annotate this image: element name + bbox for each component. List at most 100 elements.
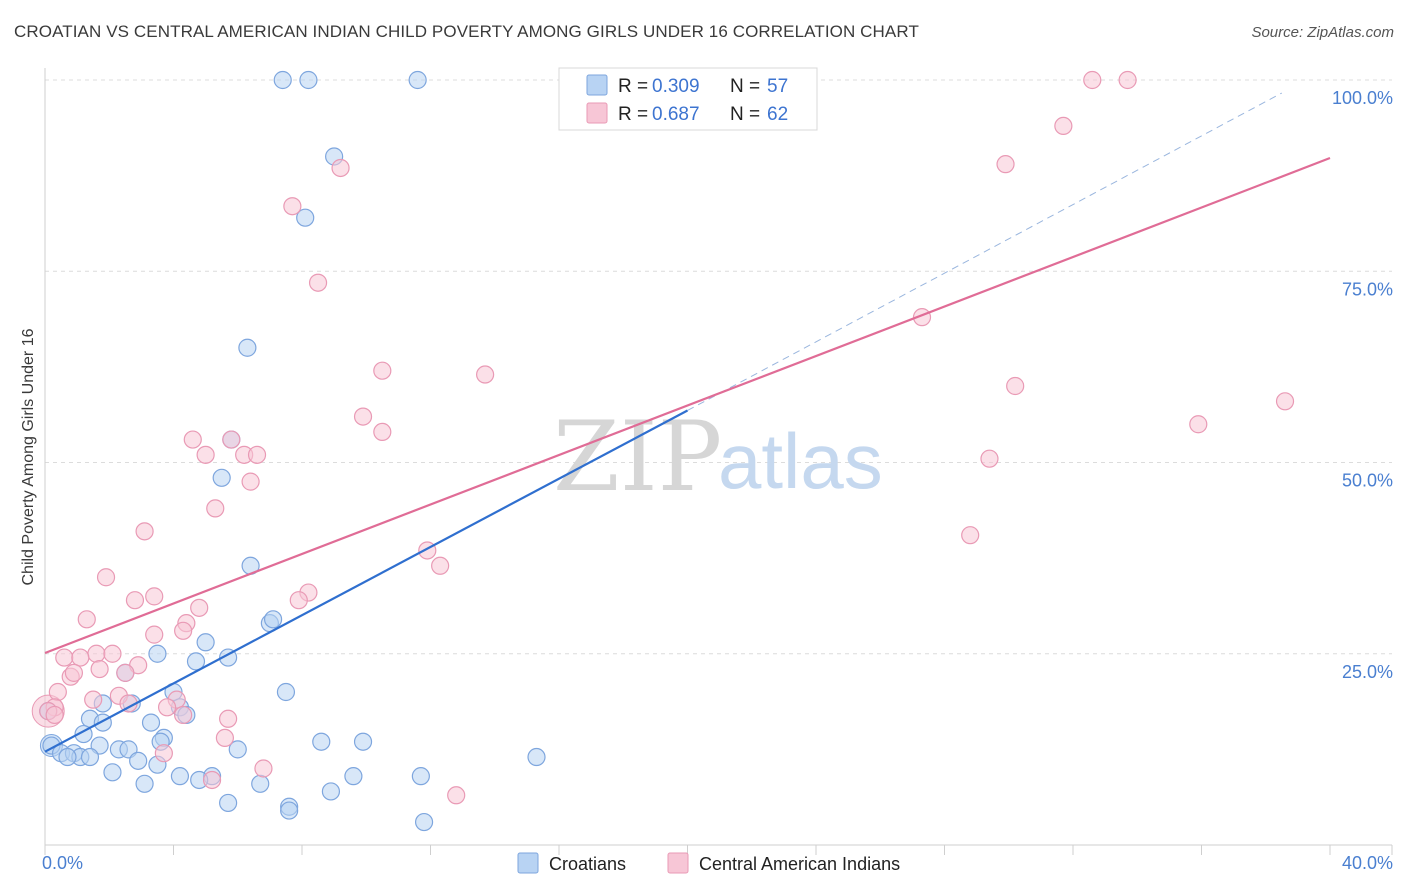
central-american-indians-point bbox=[1275, 392, 1295, 411]
central-american-indians-point bbox=[254, 759, 273, 778]
central-american-indians-point bbox=[215, 728, 234, 748]
central-american-indians-point bbox=[90, 659, 109, 679]
croatians-point bbox=[299, 70, 318, 90]
central-american-indians-point bbox=[431, 556, 450, 575]
central-american-indians-point bbox=[1118, 70, 1137, 90]
croatians-point bbox=[312, 732, 331, 751]
y-tick-labels: 25.0% 50.0% 75.0% 100.0% bbox=[1332, 88, 1393, 682]
croatians-point bbox=[276, 682, 296, 702]
central-american-indians-point bbox=[308, 273, 328, 292]
central-american-indians-point bbox=[1083, 70, 1102, 90]
watermark-atlas: atlas bbox=[718, 417, 883, 505]
croatians-point bbox=[228, 740, 247, 759]
central-american-indians-point bbox=[373, 422, 392, 441]
croatians-point bbox=[212, 468, 231, 487]
legend-r-label: R = bbox=[618, 76, 648, 97]
central-american-indians-point bbox=[980, 449, 999, 468]
central-american-indians-point bbox=[145, 587, 164, 606]
central-american-indians-point bbox=[247, 445, 267, 464]
bottom-legend-swatch-croatians bbox=[517, 852, 539, 874]
croatians-point bbox=[238, 338, 257, 357]
croatians-trend-line bbox=[44, 409, 689, 753]
central-american-indians-point bbox=[222, 430, 241, 449]
croatians-point bbox=[321, 782, 341, 801]
central-american-indians-point bbox=[96, 568, 116, 587]
central-american-indians-point bbox=[174, 621, 193, 640]
central-american-indians-point bbox=[331, 158, 350, 178]
central-american-indians-point bbox=[996, 155, 1015, 174]
central-american-indians-point bbox=[1006, 376, 1025, 396]
central-american-indians-point bbox=[48, 682, 67, 702]
y-axis-title: Child Poverty Among Girls Under 16 bbox=[20, 328, 37, 585]
y-tick-label: 25.0% bbox=[1342, 662, 1393, 682]
croatians-point bbox=[80, 747, 100, 767]
croatians-point bbox=[263, 610, 283, 629]
croatians-point bbox=[148, 644, 167, 663]
central-american-indians-point bbox=[202, 770, 222, 790]
data-points bbox=[31, 70, 1295, 832]
x-tick-label: 40.0% bbox=[1342, 853, 1393, 873]
croatians-point bbox=[353, 732, 373, 751]
central-american-indians-point bbox=[206, 499, 225, 518]
central-american-indians-point bbox=[174, 705, 193, 725]
central-american-indians-point bbox=[45, 705, 64, 725]
croatians-point bbox=[296, 208, 315, 227]
croatians-point bbox=[411, 767, 430, 786]
central-american-indians-point bbox=[1054, 116, 1073, 136]
central-american-indians-point bbox=[183, 430, 202, 449]
chart-title: CROATIAN VS CENTRAL AMERICAN INDIAN CHIL… bbox=[14, 22, 919, 41]
central-american-indians-point bbox=[961, 526, 980, 545]
central-american-indians-point bbox=[154, 744, 173, 763]
central-american-indians-point bbox=[157, 698, 177, 717]
croatians-point bbox=[273, 70, 292, 90]
central-american-indians-point bbox=[196, 445, 215, 464]
croatians-point bbox=[103, 763, 122, 782]
bottom-legend-label-central-american-indians: Central American Indians bbox=[699, 854, 900, 874]
central-american-indians-point bbox=[71, 648, 90, 667]
croatians-point bbox=[219, 793, 238, 813]
central-american-indians-point bbox=[125, 591, 145, 610]
legend-n-value-central-american-indians: 62 bbox=[767, 104, 788, 125]
legend: R = 0.309 N = 57 R = 0.687 N = 62 bbox=[558, 67, 818, 131]
legend-swatch-croatians bbox=[586, 74, 608, 96]
legend-r-value-croatians: 0.309 bbox=[652, 76, 700, 97]
croatians-point bbox=[408, 70, 427, 90]
central-american-indians-point bbox=[145, 625, 164, 644]
central-american-indians-point bbox=[353, 407, 373, 426]
croatians-point bbox=[280, 801, 299, 820]
central-american-indians-point bbox=[103, 644, 122, 663]
central-american-indians-trend-line bbox=[44, 157, 1331, 655]
croatians-point bbox=[527, 747, 546, 767]
croatians-point bbox=[251, 774, 270, 793]
bottom-legend-label-croatians: Croatians bbox=[549, 854, 626, 874]
legend-r-value-central-american-indians: 0.687 bbox=[652, 104, 700, 125]
legend-n-label: N = bbox=[730, 76, 760, 97]
central-american-indians-point bbox=[447, 786, 466, 805]
bottom-legend: Croatians Central American Indians bbox=[517, 852, 900, 874]
trend-lines bbox=[44, 92, 1331, 753]
x-tick-labels: 0.0% 40.0% bbox=[42, 853, 1393, 873]
x-tick-label: 0.0% bbox=[42, 853, 83, 873]
central-american-indians-point bbox=[135, 522, 154, 541]
watermark-zip: ZIP bbox=[553, 401, 722, 513]
central-american-indians-point bbox=[283, 197, 302, 216]
central-american-indians-point bbox=[84, 690, 103, 709]
legend-n-label: N = bbox=[730, 104, 760, 125]
central-american-indians-point bbox=[87, 644, 106, 663]
central-american-indians-point bbox=[241, 472, 260, 491]
legend-r-label: R = bbox=[618, 104, 648, 125]
croatians-point bbox=[135, 774, 154, 793]
central-american-indians-point bbox=[289, 591, 308, 610]
central-american-indians-point bbox=[64, 663, 84, 682]
chart-source: Source: ZipAtlas.com bbox=[1251, 24, 1394, 41]
legend-n-value-croatians: 57 bbox=[767, 76, 788, 97]
bottom-legend-swatch-central-american-indians bbox=[667, 852, 689, 874]
y-tick-label: 50.0% bbox=[1342, 471, 1393, 491]
croatians-point bbox=[141, 713, 161, 732]
central-american-indians-point bbox=[476, 365, 495, 384]
watermark: ZIP atlas bbox=[553, 401, 883, 513]
central-american-indians-point bbox=[116, 663, 135, 682]
grid-lines bbox=[45, 79, 1392, 655]
central-american-indians-point bbox=[1189, 415, 1208, 434]
y-tick-label: 100.0% bbox=[1332, 88, 1393, 108]
